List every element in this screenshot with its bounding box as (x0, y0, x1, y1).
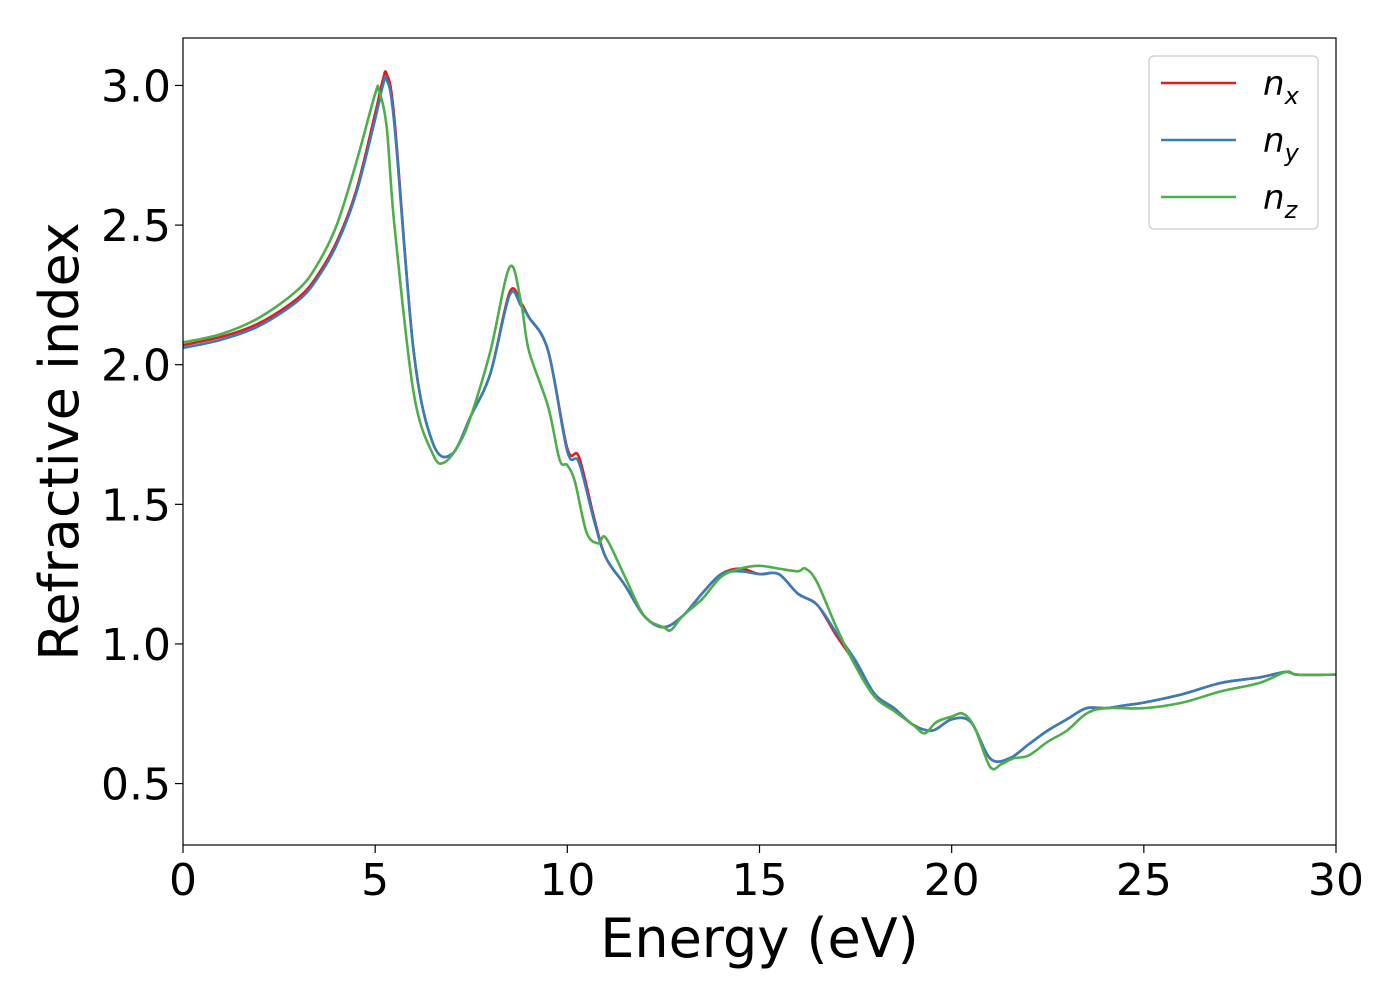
series-line-ny (182, 75, 1337, 764)
x-tick-label: 15 (732, 855, 788, 906)
x-tick-label: 25 (1116, 855, 1172, 906)
y-axis-title: Refractive index (28, 222, 91, 661)
y-tick-label: 2.0 (101, 341, 171, 392)
x-tick-label: 10 (539, 855, 595, 906)
legend-label-nx: nx (1263, 64, 1300, 110)
series-line-nz (182, 84, 1337, 771)
y-tick-label: 1.5 (101, 480, 171, 531)
y-tick-label: 3.0 (101, 61, 171, 112)
x-axis-title: Energy (eV) (600, 907, 919, 970)
x-tick-label: 5 (361, 855, 389, 906)
legend-label-nz: nz (1263, 178, 1299, 224)
x-tick-label: 20 (924, 855, 980, 906)
series-layer (182, 70, 1337, 771)
y-tick-label: 2.5 (101, 201, 171, 252)
legend: nx ny nz (1148, 55, 1319, 230)
legend-box (1148, 55, 1319, 230)
y-tick-label: 1.0 (101, 620, 171, 671)
legend-label-ny: ny (1263, 121, 1300, 167)
x-tick-label: 30 (1308, 855, 1364, 906)
ticks-layer: 0 5 10 15 20 25 30 0.5 1.0 1.5 2.0 2.5 3.0 (101, 61, 1364, 906)
x-tick-label: 0 (169, 855, 197, 906)
y-tick-label: 0.5 (101, 760, 171, 811)
